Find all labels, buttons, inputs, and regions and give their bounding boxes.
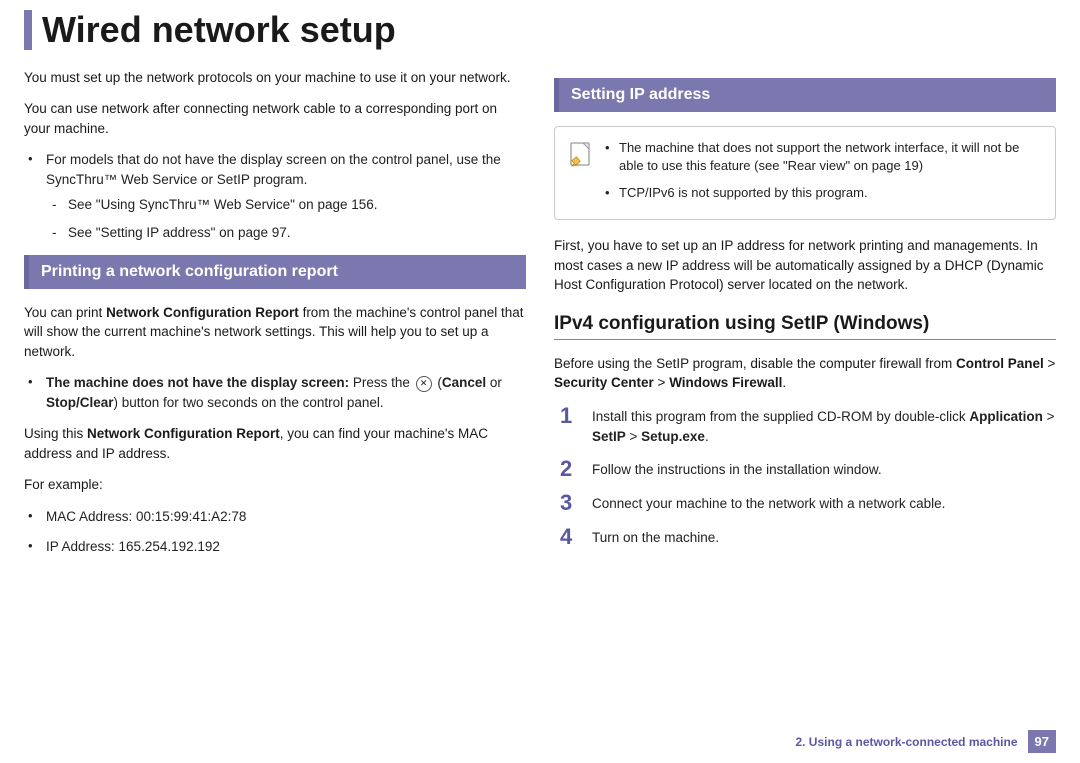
- printing-paragraph-2: Using this Network Configuration Report,…: [24, 424, 526, 463]
- cancel-icon: ✕: [416, 376, 432, 392]
- content-columns: You must set up the network protocols on…: [24, 68, 1056, 763]
- bold-text: Stop/Clear: [46, 395, 114, 410]
- text-span: You can print: [24, 305, 106, 320]
- printing-bullet-1: The machine does not have the display sc…: [46, 373, 526, 412]
- section-header-setting-ip: Setting IP address: [554, 78, 1056, 112]
- note-box: The machine that does not support the ne…: [554, 126, 1056, 221]
- step-4: 4 Turn on the machine.: [560, 526, 1056, 548]
- bold-text: Network Configuration Report: [87, 426, 280, 441]
- printing-paragraph-1: You can print Network Configuration Repo…: [24, 303, 526, 362]
- intro-bullet-1: For models that do not have the display …: [46, 150, 526, 242]
- step-number: 4: [560, 526, 578, 548]
- intro-paragraph-2: You can use network after connecting net…: [24, 99, 526, 138]
- printing-bullet-list: The machine does not have the display sc…: [24, 373, 526, 412]
- step-2: 2 Follow the instructions in the install…: [560, 458, 1056, 480]
- example-label: For example:: [24, 475, 526, 495]
- bold-text: SetIP: [592, 429, 626, 444]
- note-list: The machine that does not support the ne…: [603, 139, 1041, 212]
- bold-text: Control Panel: [956, 356, 1044, 371]
- bold-text: Application: [969, 409, 1043, 424]
- intro-bullet-1-text: For models that do not have the display …: [46, 152, 501, 187]
- note-icon: [569, 141, 591, 167]
- ipv4-subheading: IPv4 configuration using SetIP (Windows): [554, 313, 1056, 340]
- sublist-item-2: See "Setting IP address" on page 97.: [68, 223, 526, 243]
- text-span: >: [1043, 409, 1055, 424]
- ipv4-paragraph: Before using the SetIP program, disable …: [554, 354, 1056, 393]
- sublist-item-1: See "Using SyncThru™ Web Service" on pag…: [68, 195, 526, 215]
- example-list: MAC Address: 00:15:99:41:A2:78 IP Addres…: [24, 507, 526, 556]
- step-number: 1: [560, 405, 578, 446]
- section-header-printing: Printing a network configuration report: [24, 255, 526, 289]
- bold-text: Setup.exe: [641, 429, 705, 444]
- page-title: Wired network setup: [24, 10, 1056, 50]
- note-item-2: TCP/IPv6 is not supported by this progra…: [619, 184, 1041, 203]
- left-column: You must set up the network protocols on…: [24, 68, 526, 763]
- footer-chapter: 2. Using a network-connected machine: [795, 735, 1017, 749]
- rear-view-link[interactable]: "Rear view" on page 19: [783, 158, 919, 173]
- text-span: Using this: [24, 426, 87, 441]
- step-number: 3: [560, 492, 578, 514]
- page-footer: 2. Using a network-connected machine 97: [795, 730, 1056, 753]
- text-span: ): [919, 158, 923, 173]
- ip-address: IP Address: 165.254.192.192: [46, 537, 526, 557]
- step-number: 2: [560, 458, 578, 480]
- step-1: 1 Install this program from the supplied…: [560, 405, 1056, 446]
- text-span: Before using the SetIP program, disable …: [554, 356, 956, 371]
- bold-text: Network Configuration Report: [106, 305, 299, 320]
- bold-text: Windows Firewall: [669, 375, 782, 390]
- text-span: or: [486, 375, 502, 390]
- intro-sublist: See "Using SyncThru™ Web Service" on pag…: [46, 195, 526, 242]
- text-span: >: [626, 429, 641, 444]
- text-span: >: [654, 375, 669, 390]
- text-span: ) button for two seconds on the control …: [114, 395, 384, 410]
- mac-address: MAC Address: 00:15:99:41:A2:78: [46, 507, 526, 527]
- step-3: 3 Connect your machine to the network wi…: [560, 492, 1056, 514]
- step-text: Follow the instructions in the installat…: [592, 458, 1056, 480]
- bold-text: Cancel: [442, 375, 486, 390]
- step-text: Turn on the machine.: [592, 526, 1056, 548]
- text-span: >: [1044, 356, 1056, 371]
- ip-paragraph-1: First, you have to set up an IP address …: [554, 236, 1056, 295]
- step-text: Install this program from the supplied C…: [592, 405, 1056, 446]
- text-span: Press the: [349, 375, 414, 390]
- note-item-1: The machine that does not support the ne…: [619, 139, 1041, 177]
- text-span: Install this program from the supplied C…: [592, 409, 969, 424]
- right-column: Setting IP address The machine that does…: [554, 68, 1056, 763]
- intro-paragraph-1: You must set up the network protocols on…: [24, 68, 526, 88]
- steps-list: 1 Install this program from the supplied…: [554, 405, 1056, 548]
- bold-text: The machine does not have the display sc…: [46, 375, 349, 390]
- step-text: Connect your machine to the network with…: [592, 492, 1056, 514]
- bold-text: Security Center: [554, 375, 654, 390]
- intro-bullet-list: For models that do not have the display …: [24, 150, 526, 242]
- footer-page-number: 97: [1028, 730, 1056, 753]
